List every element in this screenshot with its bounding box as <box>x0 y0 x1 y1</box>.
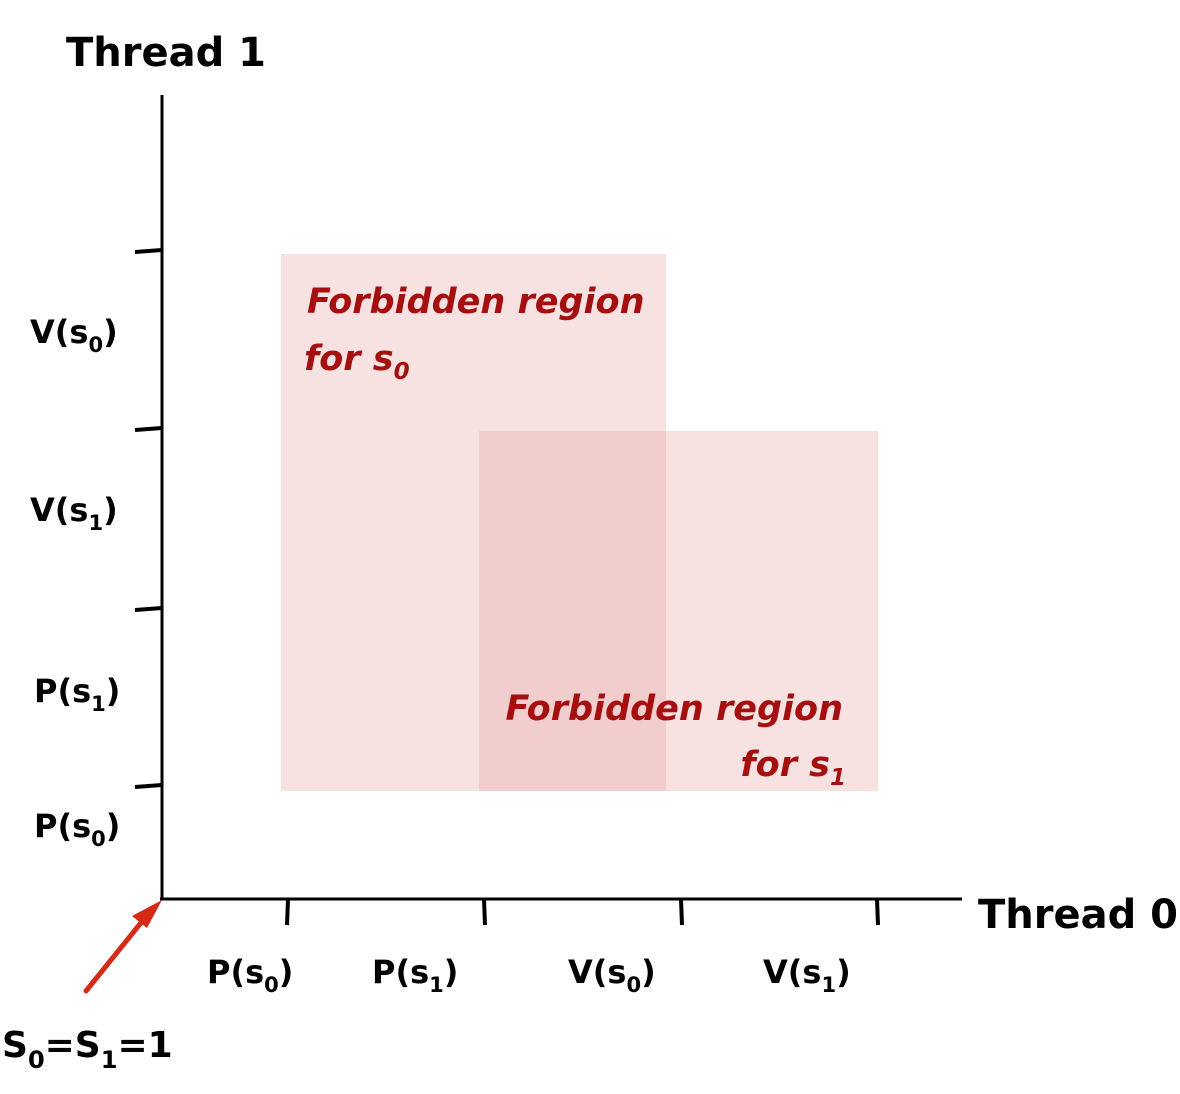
x-tick-mark <box>875 898 880 926</box>
initial-state-label: S0=S1=1 <box>2 1025 173 1074</box>
y-tick-label: P(s0) <box>34 807 120 851</box>
start-arrow-shaft <box>83 911 151 994</box>
forbidden-region-s0 <box>281 254 666 791</box>
x-tick-label: P(s1) <box>372 953 458 997</box>
x-tick-label: P(s0) <box>207 953 293 997</box>
region-s0-label-line2: for s0 <box>304 339 410 385</box>
x-axis-title: Thread 0 <box>978 892 1178 938</box>
y-tick-mark <box>134 606 163 612</box>
x-tick-mark <box>285 898 290 926</box>
start-arrowhead-icon <box>132 900 162 928</box>
y-tick-label: V(s0) <box>30 313 118 357</box>
y-tick-label: V(s1) <box>30 491 118 535</box>
y-tick-label: P(s1) <box>34 672 120 716</box>
y-tick-mark <box>134 248 163 254</box>
x-tick-label: V(s0) <box>568 953 656 997</box>
x-tick-mark <box>482 898 487 926</box>
region-s0-label-line1: Forbidden region <box>307 282 645 322</box>
y-tick-mark <box>134 783 163 789</box>
forbidden-region-s1 <box>479 431 878 791</box>
x-tick-mark <box>679 898 684 926</box>
region-s1-label-line1: Forbidden region <box>505 689 843 729</box>
y-axis-title: Thread 1 <box>66 30 266 76</box>
y-tick-mark <box>134 426 163 432</box>
x-tick-label: V(s1) <box>763 953 851 997</box>
region-s1-label-line2: for s1 <box>740 745 846 791</box>
